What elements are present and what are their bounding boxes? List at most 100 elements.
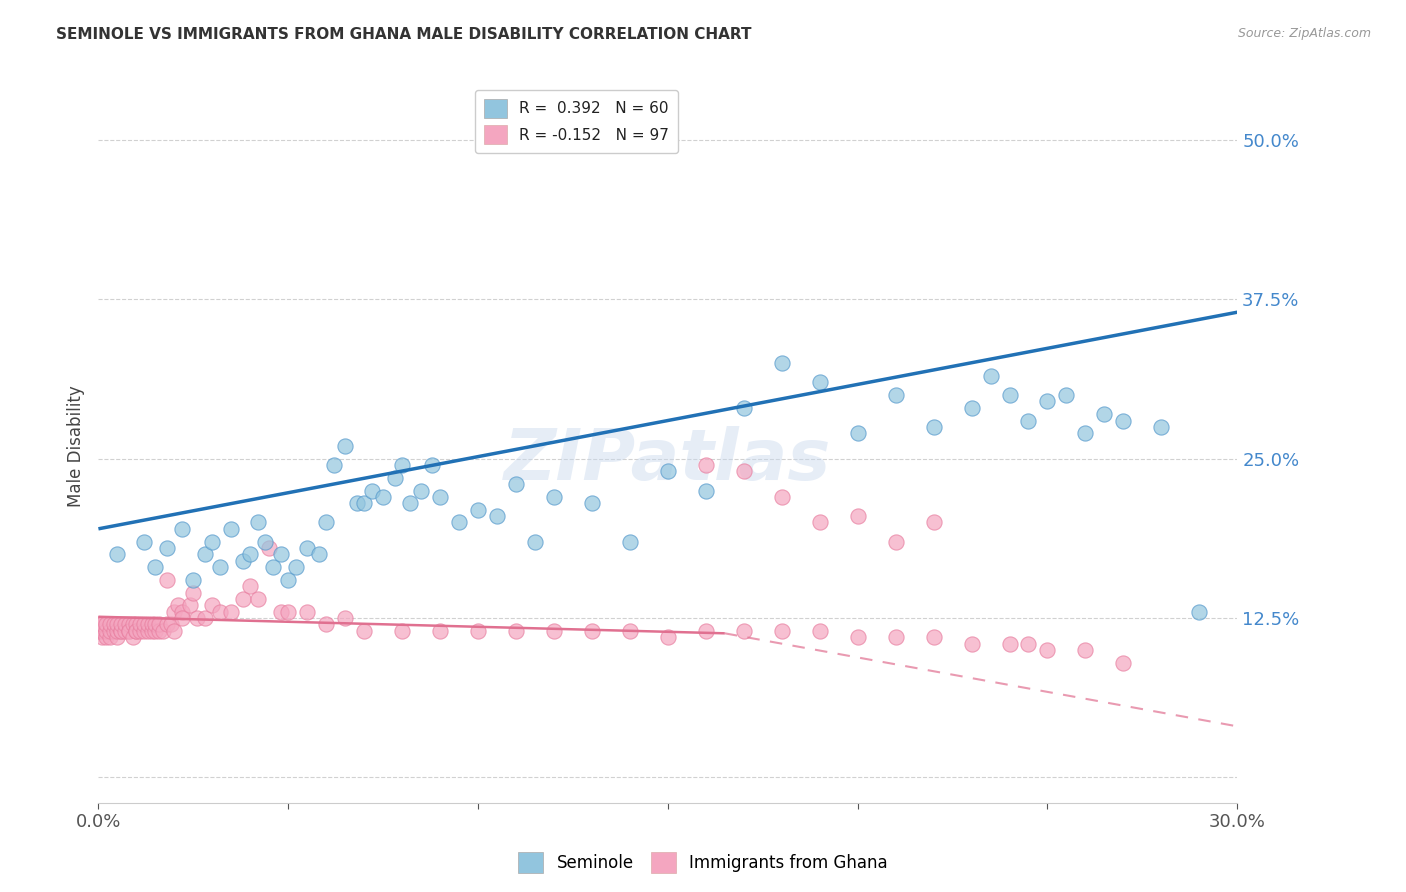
Point <box>398 496 420 510</box>
Point <box>391 624 413 638</box>
Point <box>657 465 679 479</box>
Point <box>125 624 148 638</box>
Point <box>770 490 793 504</box>
Point <box>808 516 831 530</box>
Y-axis label: Male Disability: Male Disability <box>66 385 84 507</box>
Point <box>297 541 319 555</box>
Point <box>411 483 433 498</box>
Point <box>277 573 299 587</box>
Point <box>254 534 277 549</box>
Point <box>118 624 141 638</box>
Point <box>103 624 125 638</box>
Point <box>141 617 163 632</box>
Point <box>132 617 155 632</box>
Point <box>543 490 565 504</box>
Text: ZIPatlas: ZIPatlas <box>505 425 831 495</box>
Point <box>733 624 755 638</box>
Point <box>353 496 375 510</box>
Point <box>110 624 132 638</box>
Point <box>315 516 337 530</box>
Point <box>121 630 143 644</box>
Point <box>145 624 167 638</box>
Point <box>87 617 110 632</box>
Point <box>846 509 869 524</box>
Point <box>1112 413 1135 427</box>
Point <box>524 534 547 549</box>
Point <box>467 624 489 638</box>
Point <box>232 554 254 568</box>
Point <box>98 617 121 632</box>
Point <box>221 605 243 619</box>
Point <box>1188 605 1211 619</box>
Point <box>94 630 117 644</box>
Point <box>107 547 129 561</box>
Point <box>581 624 603 638</box>
Point <box>360 483 382 498</box>
Point <box>695 483 717 498</box>
Point <box>770 624 793 638</box>
Point <box>132 534 155 549</box>
Point <box>156 573 179 587</box>
Point <box>145 617 167 632</box>
Point <box>422 458 444 472</box>
Point <box>125 624 148 638</box>
Point <box>94 617 117 632</box>
Point <box>449 516 471 530</box>
Point <box>107 630 129 644</box>
Point <box>132 624 155 638</box>
Point <box>1018 413 1040 427</box>
Point <box>270 605 292 619</box>
Point <box>148 624 170 638</box>
Point <box>91 617 114 632</box>
Point <box>1150 420 1173 434</box>
Point <box>1074 426 1097 441</box>
Point <box>194 547 217 561</box>
Point <box>118 624 141 638</box>
Point <box>1036 643 1059 657</box>
Point <box>371 490 394 504</box>
Point <box>486 509 509 524</box>
Point <box>922 630 945 644</box>
Point <box>353 624 375 638</box>
Point <box>87 624 110 638</box>
Point <box>152 624 174 638</box>
Point <box>246 516 269 530</box>
Point <box>94 624 117 638</box>
Point <box>322 458 344 472</box>
Point <box>1094 407 1116 421</box>
Text: SEMINOLE VS IMMIGRANTS FROM GHANA MALE DISABILITY CORRELATION CHART: SEMINOLE VS IMMIGRANTS FROM GHANA MALE D… <box>56 27 752 42</box>
Point <box>98 630 121 644</box>
Point <box>170 522 193 536</box>
Point <box>136 624 159 638</box>
Point <box>384 471 406 485</box>
Point <box>246 591 269 606</box>
Point <box>1074 643 1097 657</box>
Point <box>183 585 205 599</box>
Point <box>619 534 641 549</box>
Point <box>163 605 186 619</box>
Point <box>194 611 217 625</box>
Point <box>297 605 319 619</box>
Point <box>239 547 262 561</box>
Point <box>505 477 527 491</box>
Point <box>960 401 983 415</box>
Point <box>145 560 167 574</box>
Point <box>129 624 152 638</box>
Point <box>884 534 907 549</box>
Point <box>201 534 224 549</box>
Point <box>270 547 292 561</box>
Point <box>208 560 231 574</box>
Point <box>259 541 281 555</box>
Point <box>167 599 190 613</box>
Point <box>136 617 159 632</box>
Point <box>1036 394 1059 409</box>
Point <box>114 617 136 632</box>
Point <box>998 636 1021 650</box>
Point <box>335 611 357 625</box>
Point <box>284 560 307 574</box>
Point <box>695 458 717 472</box>
Point <box>619 624 641 638</box>
Point <box>125 617 148 632</box>
Point <box>998 388 1021 402</box>
Point <box>695 624 717 638</box>
